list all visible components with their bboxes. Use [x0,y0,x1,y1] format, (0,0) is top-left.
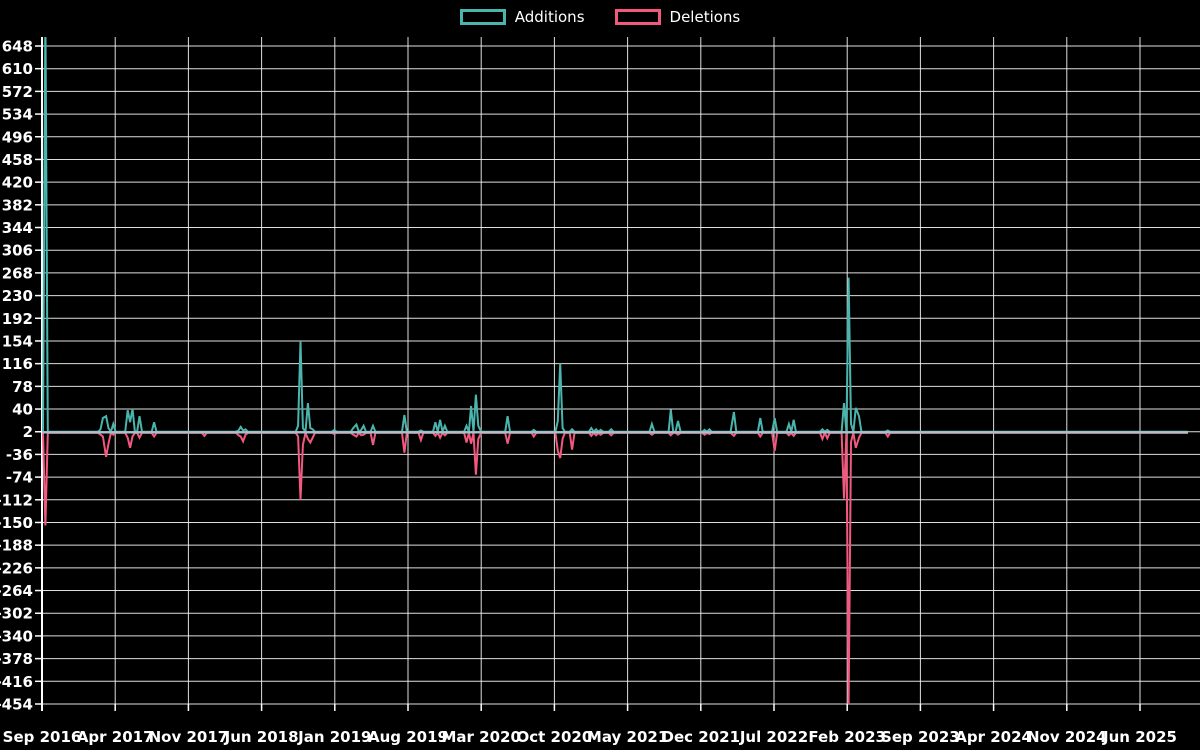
x-tick-label: Mar 2020 [441,728,520,746]
deletions-line [42,429,1188,705]
y-tick-label: 572 [2,83,33,101]
x-tick-label: Jun 2018 [224,728,299,746]
y-tick-label: -416 [0,673,33,691]
y-tick-label: 268 [2,264,33,282]
y-tick-label: -378 [0,650,33,668]
x-tick-label: Sep 2016 [3,728,82,746]
gridlines [41,37,1200,705]
x-tick-label: Apr 2017 [77,728,154,746]
y-tick-label: 648 [2,38,33,56]
x-tick-label: Nov 2017 [149,728,229,746]
x-tick-label: Feb 2023 [808,728,886,746]
y-tick-labels: 648 610 572 534 496 458 420 382 344 306 268 230 192 1… [0,38,33,714]
x-tick-label: Dec 2021 [662,728,741,746]
y-tick-label: 534 [2,106,33,124]
y-tick-label: -454 [0,696,33,714]
x-tick-label: Nov 2024 [1027,728,1107,746]
y-tick-label: 78 [12,378,33,396]
y-tick-label: 192 [2,310,33,328]
y-tick-label: 382 [2,196,33,214]
x-tick-label: Jul 2022 [739,728,808,746]
y-tick-label: 116 [2,355,33,373]
x-tick-label: Aug 2019 [368,728,448,746]
y-tick-label: 306 [2,242,33,260]
y-tick-label: -112 [0,491,33,509]
y-tick-label: 420 [2,174,33,192]
y-tick-label: -302 [0,605,33,623]
x-tick-label: Jan 2019 [297,728,371,746]
legend-additions-label: Additions [514,7,585,26]
y-tick-label: -340 [0,627,33,645]
y-tick-label: -36 [6,446,33,464]
series-lines [42,37,1189,705]
x-tick-label: Apr 2024 [955,728,1032,746]
y-tick-label: 40 [12,401,33,419]
additions-line [42,37,1188,436]
legend-additions-swatch [459,9,506,25]
y-tick-label: 2 [23,423,33,441]
x-tick-label: May 2021 [587,728,668,746]
legend-item-deletions[interactable]: Deletions [614,7,741,26]
y-tick-label: -264 [0,582,33,600]
y-tick-label: -226 [0,559,33,577]
legend-deletions-label: Deletions [669,7,741,26]
x-tick-label: Oct 2020 [517,728,593,746]
x-tick-label: Sep 2023 [881,728,960,746]
y-tick-label: 458 [2,151,33,169]
y-tick-label: 344 [2,219,33,237]
legend-item-additions[interactable]: Additions [459,7,585,26]
y-tick-label: 154 [2,332,33,350]
legend-deletions-swatch [614,9,661,25]
y-tick-label: 496 [2,128,33,146]
y-tick-label: -188 [0,537,33,555]
y-tick-label: -150 [0,514,33,532]
legend: Additions Deletions [0,9,1200,25]
x-tick-label: Jun 2025 [1102,728,1177,746]
axis-ticks [35,45,1141,711]
y-tick-label: -74 [6,469,33,487]
y-tick-label: 230 [2,287,33,305]
y-tick-label: 610 [2,60,33,78]
